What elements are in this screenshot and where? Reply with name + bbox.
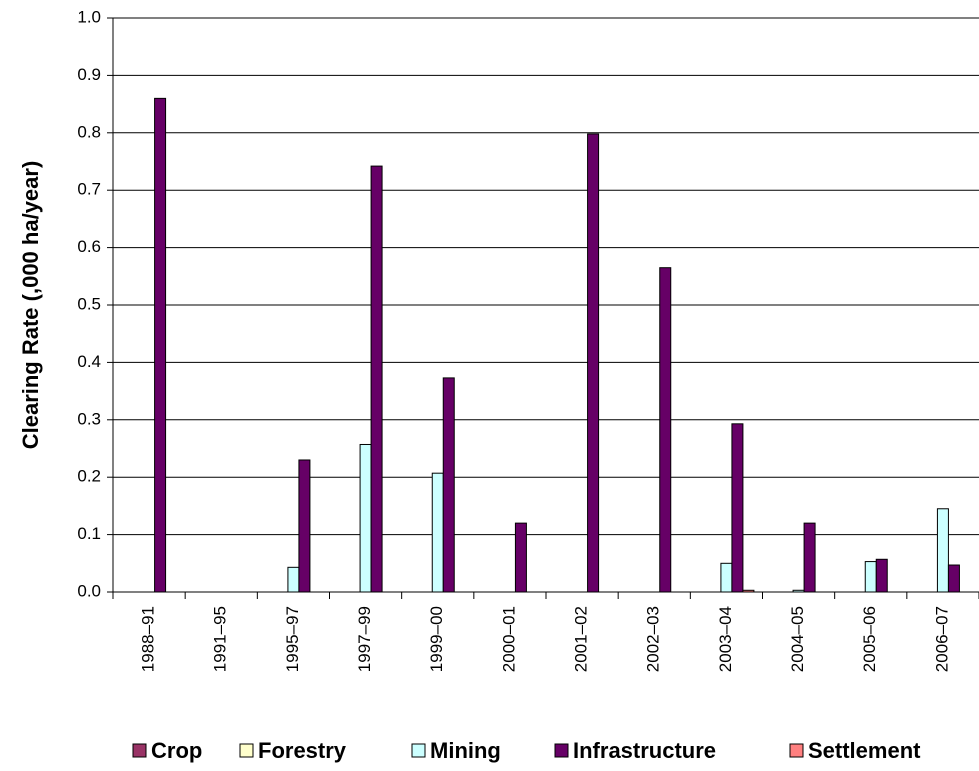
bar xyxy=(875,558,888,593)
y-axis-label: Clearing Rate (,000 ha/year) xyxy=(18,161,43,450)
x-tick-label: 2005–06 xyxy=(860,606,879,672)
y-tick-label: 0.7 xyxy=(77,180,101,199)
y-tick-label: 0.5 xyxy=(77,294,101,313)
legend-label: Infrastructure xyxy=(573,738,716,763)
bar xyxy=(370,165,383,593)
legend-swatch xyxy=(554,743,569,758)
legend-label: Settlement xyxy=(808,738,921,763)
x-tick-label: 1988–91 xyxy=(139,606,158,672)
bar xyxy=(792,589,805,593)
x-tick-label: 2003–04 xyxy=(716,606,735,672)
bar xyxy=(720,562,733,593)
x-tick-label: 1991–95 xyxy=(211,606,230,672)
y-tick-label: 0.9 xyxy=(77,65,101,84)
bar xyxy=(864,561,877,593)
bar xyxy=(659,267,672,593)
bar xyxy=(298,459,311,593)
bar xyxy=(442,377,455,593)
bar xyxy=(803,522,816,593)
x-tick-label: 1999–00 xyxy=(427,606,446,672)
bar xyxy=(742,589,755,593)
bar xyxy=(587,133,600,593)
y-tick-label: 0.3 xyxy=(77,409,101,428)
x-tick-label: 1995–97 xyxy=(283,606,302,672)
x-tick-label: 2000–01 xyxy=(499,606,518,672)
legend-swatch xyxy=(411,743,426,758)
y-tick-label: 0.8 xyxy=(77,122,101,141)
bar xyxy=(731,423,744,593)
y-tick-label: 0.2 xyxy=(77,467,101,486)
legend-swatch xyxy=(789,743,804,758)
bar xyxy=(359,443,372,593)
y-tick-label: 1.0 xyxy=(77,7,101,26)
legend-label: Mining xyxy=(430,738,501,763)
y-tick-label: 0.6 xyxy=(77,237,101,256)
x-tick-label: 2004–05 xyxy=(788,606,807,672)
legend-swatch xyxy=(239,743,254,758)
x-tick-label: 2002–03 xyxy=(644,606,663,672)
bar xyxy=(947,564,960,593)
bar xyxy=(936,508,949,593)
legend-swatch xyxy=(132,743,147,758)
x-tick-label: 2006–07 xyxy=(932,606,951,672)
legend-label: Crop xyxy=(151,738,202,763)
y-tick-label: 0.1 xyxy=(77,524,101,543)
bar xyxy=(287,566,300,593)
bar xyxy=(514,522,527,593)
x-tick-label: 1997–99 xyxy=(355,606,374,672)
x-tick-label: 2001–02 xyxy=(572,606,591,672)
y-tick-label: 0.4 xyxy=(77,352,101,371)
bar xyxy=(154,97,167,593)
legend-label: Forestry xyxy=(258,738,347,763)
y-tick-label: 0.0 xyxy=(77,581,101,600)
bar xyxy=(431,472,444,593)
